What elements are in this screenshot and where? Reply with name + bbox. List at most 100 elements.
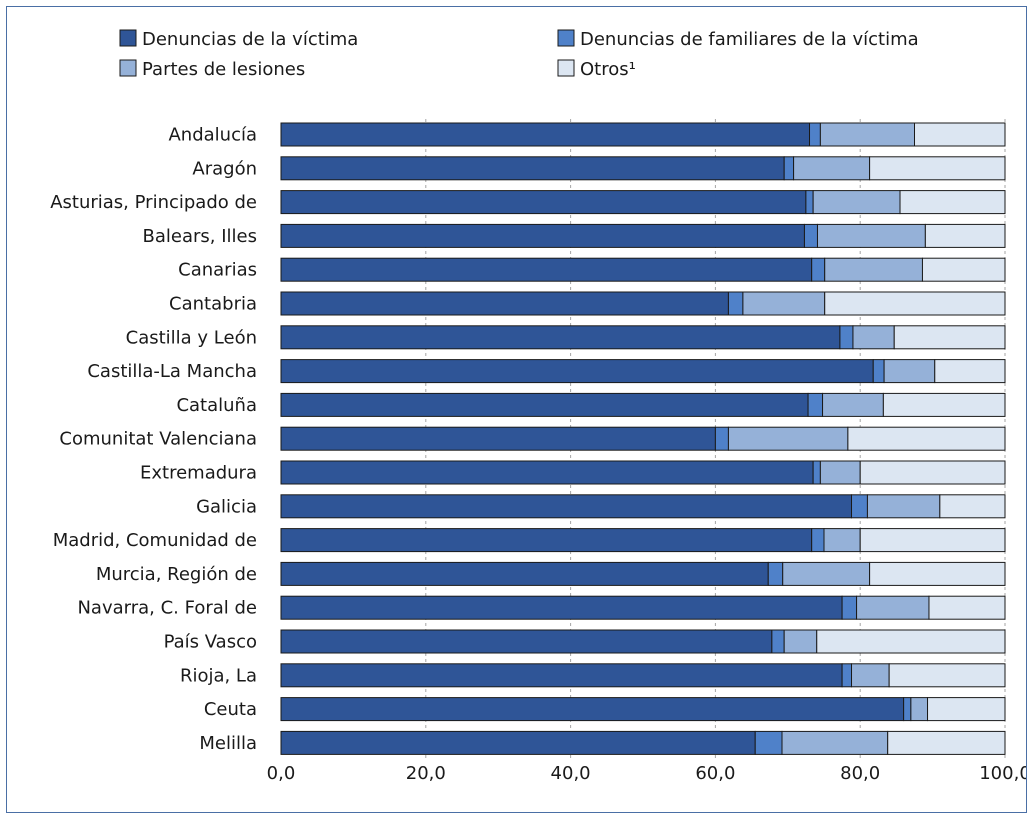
legend-swatch [119,59,137,77]
bar-segment-partes-de-lesiones-andalucia [819,122,916,147]
bar-row-canarias [280,257,1006,282]
category-label: Ceuta [204,699,257,720]
bar-segment-partes-de-lesiones-canarias [824,257,923,282]
legend-item-denuncias-de-la-victima: Denuncias de la víctima [119,29,358,50]
bar-segment-denuncias-de-familiares-de-la-victima-canarias [811,257,826,282]
bar-segment-denuncias-de-familiares-de-la-victima-cataluna [807,392,824,417]
bar-segment-denuncias-de-familiares-de-la-victima-galicia [851,494,868,519]
bar-row-pais-vasco [280,629,1006,654]
bar-segment-denuncias-de-familiares-de-la-victima-comunitat-valenciana [714,426,729,451]
bar-segment-denuncias-de-familiares-de-la-victima-melilla [754,730,783,755]
bar-segment-denuncias-de-familiares-de-la-victima-aragon [783,156,795,181]
bar-segment-denuncias-de-la-victima-murcia-region-de [280,561,769,586]
bar-segment-denuncias-de-la-victima-comunitat-valenciana [280,426,716,451]
bar-segment-denuncias-de-la-victima-aragon [280,156,785,181]
bar-row-extremadura [280,460,1006,485]
x-tick-label: 20,0 [406,763,446,784]
bar-row-aragon [280,156,1006,181]
bar-segment-denuncias-de-la-victima-balears-illes [280,223,805,248]
chart-frame: Denuncias de la víctima Denuncias de fami… [6,6,1031,813]
bar-segment-denuncias-de-la-victima-rioja-la [280,663,843,688]
bars [280,122,1006,755]
bar-segment-otros-murcia-region-de [869,561,1006,586]
bar-segment-otros-cantabria [824,291,1006,316]
legend-item-denuncias-de-familiares-de-la-victima: Denuncias de familiares de la víctima [557,29,919,50]
bar-segment-denuncias-de-familiares-de-la-victima-balears-illes [803,223,818,248]
bar-segment-partes-de-lesiones-castilla-la-mancha [883,359,936,384]
bar-segment-denuncias-de-familiares-de-la-victima-rioja-la [841,663,853,688]
legend-swatch [557,29,575,47]
category-label: Canarias [178,260,257,281]
bar-segment-denuncias-de-la-victima-cantabria [280,291,729,316]
legend: Denuncias de la víctima Denuncias de fami… [119,29,919,80]
category-label: País Vasco [164,632,257,653]
bar-row-melilla [280,730,1006,755]
x-tick-label: 0,0 [267,763,296,784]
bar-segment-partes-de-lesiones-pais-vasco [783,629,818,654]
bar-segment-denuncias-de-la-victima-extremadura [280,460,814,485]
bar-segment-denuncias-de-familiares-de-la-victima-madrid-comunidad-de [811,528,825,553]
bar-segment-otros-asturias-principado-de [899,190,1006,215]
category-label: Galicia [196,496,257,517]
bar-segment-denuncias-de-familiares-de-la-victima-andalucia [809,122,821,147]
bar-segment-otros-ceuta [927,697,1006,722]
category-label: Aragón [192,158,257,179]
bar-segment-partes-de-lesiones-castilla-y-leon [852,325,895,350]
category-label: Rioja, La [180,665,257,686]
bar-row-castilla-y-leon [280,325,1006,350]
x-tick-label: 80,0 [840,763,880,784]
legend-item-otros: Otros¹ [557,59,636,80]
bar-segment-denuncias-de-familiares-de-la-victima-murcia-region-de [767,561,784,586]
bar-segment-denuncias-de-la-victima-castilla-la-mancha [280,359,874,384]
bar-segment-denuncias-de-la-victima-melilla [280,730,756,755]
category-label: Balears, Illes [143,226,257,247]
bar-segment-otros-pais-vasco [816,629,1006,654]
bar-segment-denuncias-de-la-victima-galicia [280,494,853,519]
bar-row-andalucia [280,122,1006,147]
bar-row-galicia [280,494,1006,519]
bar-segment-denuncias-de-la-victima-canarias [280,257,813,282]
bar-row-cataluna [280,392,1006,417]
bar-segment-otros-cataluna [882,392,1006,417]
bar-segment-otros-comunitat-valenciana [847,426,1006,451]
category-label: Comunitat Valenciana [59,429,257,450]
bar-row-balears-illes [280,223,1006,248]
bar-segment-denuncias-de-la-victima-asturias-principado-de [280,190,807,215]
category-label: Castilla-La Mancha [87,361,257,382]
bar-segment-partes-de-lesiones-rioja-la [851,663,890,688]
bar-segment-otros-castilla-y-leon [893,325,1006,350]
bar-segment-denuncias-de-la-victima-andalucia [280,122,811,147]
bar-segment-otros-melilla [887,730,1006,755]
category-labels: Andalucía Aragón Asturias, Principado de Ba… [50,125,257,754]
legend-swatch [557,59,575,77]
bar-segment-otros-andalucia [914,122,1006,147]
bar-segment-denuncias-de-la-victima-madrid-comunidad-de [280,528,813,553]
bar-segment-denuncias-de-la-victima-pais-vasco [280,629,773,654]
bar-segment-otros-aragon [869,156,1006,181]
bar-segment-denuncias-de-familiares-de-la-victima-navarra-c-foral-de [841,595,858,620]
bar-segment-partes-de-lesiones-galicia [866,494,941,519]
bar-row-rioja-la [280,663,1006,688]
bar-segment-partes-de-lesiones-madrid-comunidad-de [823,528,861,553]
category-label: Madrid, Comunidad de [53,530,257,551]
bar-row-comunitat-valenciana [280,426,1006,451]
x-axis-ticks: 0,0 20,0 40,0 60,0 80,0 100,0 [267,763,1031,784]
bar-segment-partes-de-lesiones-ceuta [910,697,929,722]
bar-segment-denuncias-de-la-victima-navarra-c-foral-de [280,595,843,620]
bar-segment-partes-de-lesiones-asturias-principado-de [812,190,901,215]
bar-segment-denuncias-de-la-victima-castilla-y-leon [280,325,841,350]
stacked-bar-chart: Denuncias de la víctima Denuncias de fami… [50,29,1031,784]
bar-segment-denuncias-de-familiares-de-la-victima-pais-vasco [771,629,785,654]
x-tick-label: 40,0 [551,763,591,784]
bar-row-castilla-la-mancha [280,359,1006,384]
bar-row-ceuta [280,697,1006,722]
category-label: Melilla [199,733,257,754]
category-label: Andalucía [168,125,257,146]
bar-segment-otros-rioja-la [888,663,1006,688]
category-label: Castilla y León [126,327,257,348]
bar-row-navarra-c-foral-de [280,595,1006,620]
category-label: Cataluña [176,395,257,416]
bar-segment-partes-de-lesiones-cataluna [822,392,884,417]
bar-segment-denuncias-de-la-victima-cataluna [280,392,809,417]
category-label: Extremadura [140,463,257,484]
